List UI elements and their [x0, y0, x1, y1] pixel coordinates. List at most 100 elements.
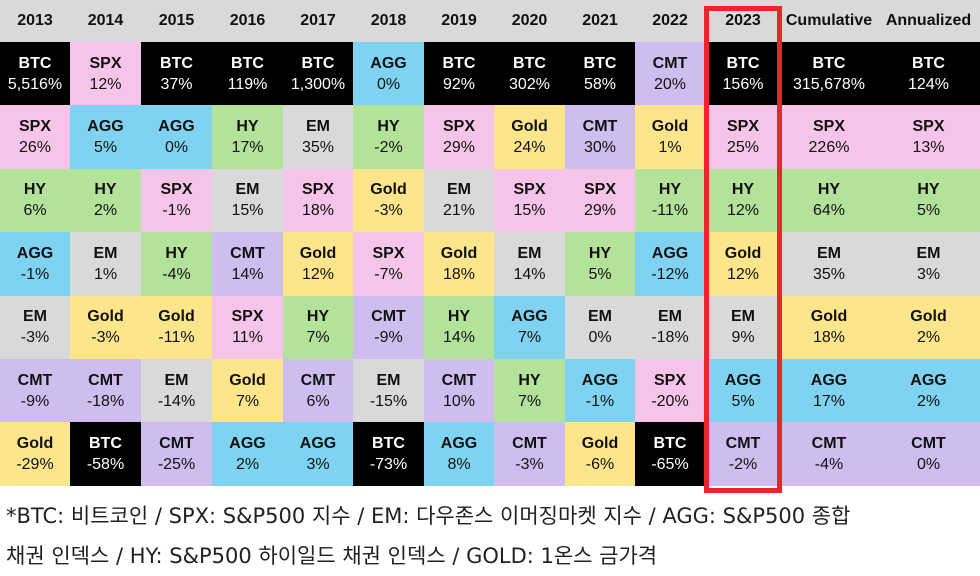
return-value-label: 7% — [235, 392, 260, 410]
cell-2018-btc: BTC -73% — [353, 422, 424, 486]
cell-2022-btc: BTC -65% — [635, 422, 705, 486]
asset-name-label: Gold — [299, 244, 337, 262]
return-value-label: 17% — [812, 392, 846, 410]
asset-name-label: SPX — [442, 118, 475, 136]
cell-2013-cmt: CMT -9% — [0, 359, 70, 423]
cell-2019-agg: AGG 8% — [424, 422, 494, 486]
cell-2022-agg: AGG -12% — [635, 232, 705, 296]
cell-2023-btc: BTC 156% — [705, 42, 781, 106]
asset-name-label: EM — [658, 308, 682, 326]
cell-2017-em: EM 35% — [283, 105, 353, 169]
return-value-label: 7% — [306, 329, 330, 347]
cell-annualized-hy: HY 5% — [877, 168, 980, 233]
cell-2015-spx: SPX -1% — [141, 168, 212, 233]
column-header-2017: 2017 — [283, 0, 353, 42]
cell-annualized-em: EM 3% — [877, 232, 980, 296]
return-value-label: 37% — [160, 75, 193, 93]
cell-2019-em: EM 21% — [424, 168, 494, 233]
cell-2018-em: EM -15% — [353, 359, 424, 423]
return-value-label: 5% — [588, 265, 612, 283]
asset-name-label: HY — [658, 181, 682, 199]
return-value-label: 5% — [916, 202, 941, 220]
asset-name-label: EM — [376, 371, 401, 389]
asset-name-label: SPX — [18, 118, 51, 136]
cell-2015-agg: AGG 0% — [141, 105, 212, 169]
return-value-label: 2% — [93, 202, 118, 220]
cell-2013-agg: AGG -1% — [0, 232, 70, 296]
return-value-label: 17% — [231, 139, 264, 157]
return-value-label: -1% — [162, 202, 191, 220]
return-value-label: 156% — [722, 75, 764, 93]
return-value-label: 64% — [812, 202, 846, 220]
return-value-label: 26% — [18, 139, 52, 157]
return-value-label: 7% — [517, 392, 542, 410]
asset-name-label: AGG — [16, 244, 54, 262]
column-header-2014: 2014 — [70, 0, 141, 42]
asset-name-label: AGG — [910, 371, 947, 389]
return-value-label: 8% — [447, 456, 471, 474]
asset-name-label: SPX — [726, 118, 759, 136]
column-header-2023: 2023 — [705, 0, 781, 42]
return-value-label: 2% — [916, 329, 941, 347]
return-value-label: -11% — [158, 329, 195, 347]
cell-2021-spx: SPX 29% — [565, 168, 635, 233]
cell-2015-em: EM -14% — [141, 359, 212, 423]
column-header-2013: 2013 — [0, 0, 70, 42]
return-value-label: 30% — [583, 139, 617, 157]
asset-name-label: BTC — [442, 54, 476, 72]
return-value-label: -29% — [16, 456, 54, 474]
asset-name-label: Gold — [16, 435, 54, 453]
cell-2018-gold: Gold -3% — [353, 168, 424, 233]
asset-name-label: SPX — [89, 54, 122, 72]
cell-2020-btc: BTC 302% — [494, 42, 565, 106]
return-value-label: 2% — [916, 392, 941, 410]
return-value-label: 1% — [658, 139, 682, 157]
cell-2017-cmt: CMT 6% — [283, 359, 353, 423]
cell-cumulative-em: EM 35% — [781, 232, 877, 296]
cell-2021-agg: AGG -1% — [565, 359, 635, 423]
return-value-label: 315,678% — [792, 75, 866, 93]
return-value-label: 0% — [916, 456, 941, 474]
return-value-label: 1,300% — [290, 75, 346, 93]
cell-2013-spx: SPX 26% — [0, 105, 70, 169]
asset-name-label: Gold — [810, 308, 848, 326]
return-value-label: -2% — [374, 139, 403, 157]
return-value-label: 12% — [726, 202, 760, 220]
cell-2013-hy: HY 6% — [0, 168, 70, 233]
return-value-label: 302% — [509, 75, 550, 93]
asset-name-label: Gold — [370, 181, 407, 199]
return-value-label: 3% — [306, 456, 330, 474]
asset-name-label: Gold — [651, 118, 689, 136]
return-value-label: 14% — [442, 329, 476, 347]
cell-cumulative-gold: Gold 18% — [781, 295, 877, 359]
return-value-label: 9% — [731, 329, 755, 347]
asset-name-label: Gold — [87, 308, 124, 326]
return-value-label: -3% — [515, 456, 544, 474]
asset-name-label: SPX — [653, 371, 686, 389]
column-header-annualized: Annualized — [877, 0, 980, 42]
column-header-cumulative: Cumulative — [781, 0, 877, 42]
cell-2018-agg: AGG 0% — [353, 42, 424, 106]
cell-2023-cmt: CMT -2% — [705, 422, 781, 486]
return-value-label: 12% — [89, 75, 122, 93]
asset-name-label: BTC — [583, 54, 617, 72]
asset-name-label: AGG — [87, 118, 124, 136]
cell-annualized-agg: AGG 2% — [877, 359, 980, 423]
return-value-label: 35% — [812, 265, 846, 283]
cell-cumulative-btc: BTC 315,678% — [781, 42, 877, 106]
asset-name-label: HY — [917, 181, 940, 199]
cell-2014-cmt: CMT -18% — [70, 359, 141, 423]
cell-2014-gold: Gold -3% — [70, 295, 141, 359]
return-value-label: 226% — [808, 139, 850, 157]
cell-2020-gold: Gold 24% — [494, 105, 565, 169]
return-value-label: 20% — [653, 75, 687, 93]
asset-name-label: EM — [817, 244, 841, 262]
asset-name-label: Gold — [229, 371, 266, 389]
asset-name-label: HY — [377, 118, 400, 136]
return-value-label: 3% — [916, 265, 941, 283]
column-header-2020: 2020 — [494, 0, 565, 42]
return-value-label: -14% — [157, 392, 196, 410]
asset-name-label: SPX — [160, 181, 193, 199]
asset-name-label: BTC — [301, 54, 335, 72]
return-value-label: 14% — [231, 265, 264, 283]
